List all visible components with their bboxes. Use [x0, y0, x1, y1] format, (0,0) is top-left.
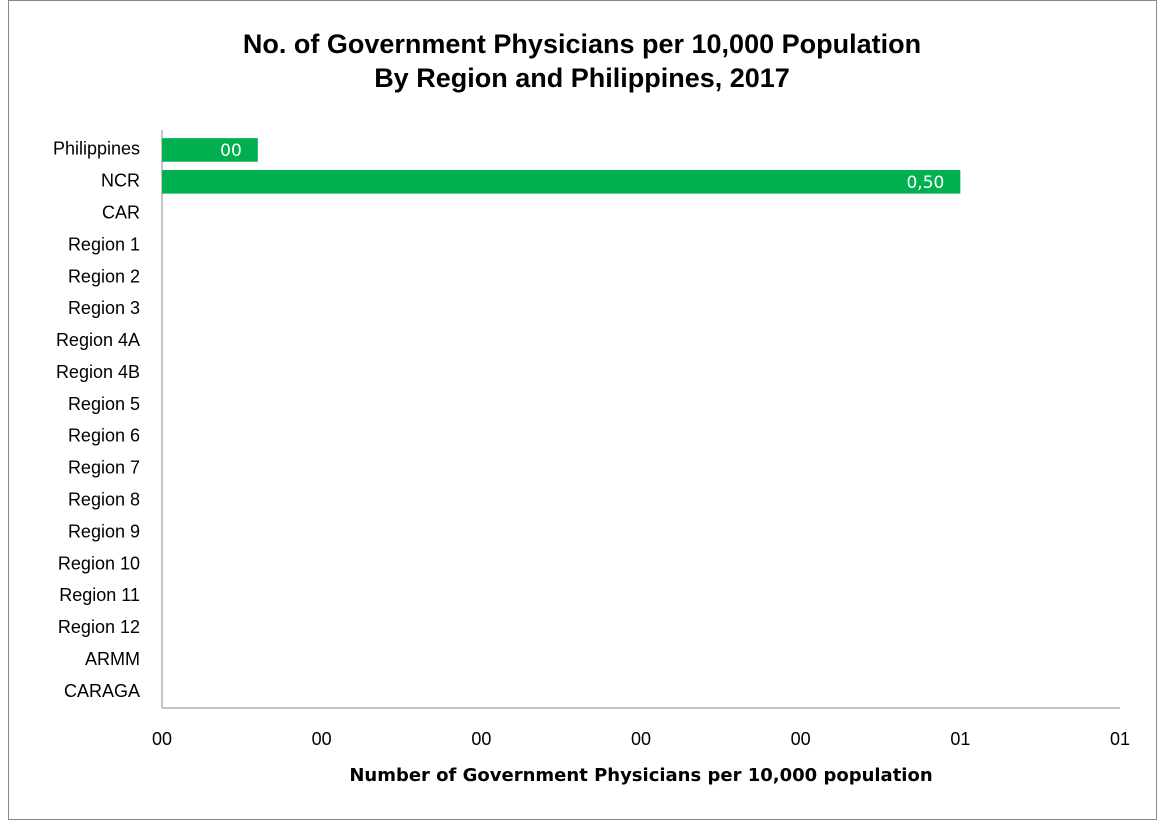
y-tick-label: Region 8: [68, 489, 140, 509]
y-tick-label: Region 7: [68, 458, 140, 478]
y-tick-label: NCR: [101, 171, 140, 191]
x-axis-title: Number of Government Physicians per 10,0…: [349, 765, 932, 786]
chart-title: No. of Government Physicians per 10,000 …: [243, 29, 921, 59]
y-tick-label: Region 5: [68, 394, 140, 414]
chart-title: By Region and Philippines, 2017: [374, 63, 790, 93]
x-tick-label: 00: [152, 729, 172, 749]
y-tick-label: Philippines: [53, 139, 140, 159]
data-label: 0,50: [906, 173, 944, 193]
x-tick-label: 00: [631, 729, 651, 749]
bar: [162, 138, 258, 162]
x-tick-label: 01: [950, 729, 970, 749]
y-tick-label: Region 10: [58, 553, 140, 573]
y-tick-label: CAR: [102, 202, 140, 222]
y-tick-label: Region 12: [58, 617, 140, 637]
y-tick-label: Region 9: [68, 521, 140, 541]
y-tick-label: Region 4B: [56, 362, 140, 382]
y-tick-label: Region 2: [68, 266, 140, 286]
y-tick-label: Region 11: [59, 585, 140, 605]
y-tick-label: Region 6: [68, 426, 140, 446]
y-tick-label: Region 3: [68, 298, 140, 318]
y-tick-label: ARMM: [85, 649, 140, 669]
y-tick-label: CARAGA: [64, 681, 140, 701]
y-tick-label: Region 1: [68, 234, 140, 254]
y-tick-label: Region 4A: [56, 330, 140, 350]
chart-border: [8, 0, 1157, 820]
x-tick-label: 00: [791, 729, 811, 749]
x-tick-label: 00: [312, 729, 332, 749]
bar: [162, 170, 961, 194]
x-tick-label: 01: [1110, 729, 1130, 749]
data-label: 00: [220, 141, 242, 161]
x-tick-label: 00: [471, 729, 491, 749]
